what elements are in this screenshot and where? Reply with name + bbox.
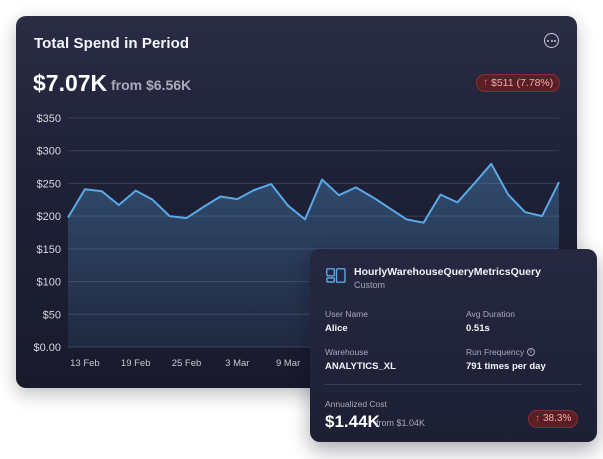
avg-duration-value: 0.51s xyxy=(466,323,490,334)
data-point[interactable] xyxy=(133,188,139,194)
data-point[interactable] xyxy=(82,186,88,192)
previous-spend-value: from $6.56K xyxy=(111,77,192,93)
card-title: Total Spend in Period xyxy=(34,35,190,52)
data-point[interactable] xyxy=(505,192,511,198)
annualized-cost-value: $1.44K xyxy=(325,412,380,431)
data-point[interactable] xyxy=(387,205,393,211)
run-frequency-value: 791 times per day xyxy=(466,361,546,372)
spend-delta-text: $511 (7.78%) xyxy=(491,77,554,89)
data-point[interactable] xyxy=(268,181,274,187)
x-tick-label: 13 Feb xyxy=(70,358,100,369)
annualized-cost-label: Annualized Cost xyxy=(325,399,387,409)
y-tick-label: $100 xyxy=(37,277,61,289)
query-detail-card: HourlyWarehouseQueryMetricsQuery Custom … xyxy=(310,249,597,442)
x-tick-label: 9 Mar xyxy=(276,358,300,369)
user-name-label: User Name xyxy=(325,309,368,319)
y-tick-label: $250 xyxy=(37,178,61,190)
data-point[interactable] xyxy=(539,213,545,219)
data-point[interactable] xyxy=(217,194,223,200)
data-point[interactable] xyxy=(370,194,376,200)
spend-delta-badge: ↑ $511 (7.78%) xyxy=(476,74,561,92)
run-frequency-label: Run Frequency xyxy=(466,347,525,357)
info-icon[interactable]: i xyxy=(527,348,535,356)
data-point[interactable] xyxy=(285,203,291,209)
data-point[interactable] xyxy=(454,199,460,205)
data-point[interactable] xyxy=(488,161,494,167)
data-point[interactable] xyxy=(150,197,156,203)
more-options-button[interactable] xyxy=(544,33,559,48)
data-point[interactable] xyxy=(319,177,325,183)
arrow-up-icon: ↑ xyxy=(483,77,488,88)
data-point[interactable] xyxy=(65,214,71,220)
data-point[interactable] xyxy=(99,188,105,194)
data-point[interactable] xyxy=(471,180,477,186)
y-tick-label: $300 xyxy=(37,146,61,158)
y-tick-label: $50 xyxy=(43,309,61,321)
warehouse-value: ANALYTICS_XL xyxy=(325,361,396,372)
data-point[interactable] xyxy=(116,202,122,208)
arrow-up-icon: ↑ xyxy=(535,413,540,424)
series-line[interactable] xyxy=(67,162,560,224)
y-tick-label: $200 xyxy=(37,211,61,223)
more-horizontal-icon xyxy=(547,39,549,42)
y-tick-label: $0.00 xyxy=(33,342,61,354)
data-point[interactable] xyxy=(302,216,308,222)
data-point[interactable] xyxy=(251,187,257,193)
total-spend-value: $7.07K xyxy=(33,70,108,96)
warehouse-label: Warehouse xyxy=(325,347,369,357)
query-name: HourlyWarehouseQueryMetricsQuery xyxy=(354,266,541,278)
data-point[interactable] xyxy=(404,216,410,222)
data-point[interactable] xyxy=(200,204,206,210)
x-tick-label: 19 Feb xyxy=(121,358,151,369)
data-point[interactable] xyxy=(522,209,528,215)
query-type: Custom xyxy=(354,280,386,290)
data-point[interactable] xyxy=(556,179,562,185)
data-point[interactable] xyxy=(437,192,443,198)
y-tick-label: $150 xyxy=(37,244,61,256)
annualized-delta-badge: ↑ 38.3% xyxy=(528,410,579,428)
divider xyxy=(325,384,582,385)
y-tick-label: $350 xyxy=(37,113,61,125)
data-point[interactable] xyxy=(336,192,342,198)
annualized-delta-text: 38.3% xyxy=(543,413,572,424)
data-point[interactable] xyxy=(167,213,173,219)
x-tick-label: 3 Mar xyxy=(225,358,249,369)
x-tick-label: 25 Feb xyxy=(172,358,202,369)
annualized-cost-previous: from $1.04K xyxy=(376,418,426,428)
data-point[interactable] xyxy=(421,220,427,226)
data-point[interactable] xyxy=(353,184,359,190)
user-name-value: Alice xyxy=(325,323,348,334)
avg-duration-label: Avg Duration xyxy=(466,309,515,319)
query-layout-icon xyxy=(326,268,346,283)
data-point[interactable] xyxy=(184,215,190,221)
data-point[interactable] xyxy=(234,196,240,202)
